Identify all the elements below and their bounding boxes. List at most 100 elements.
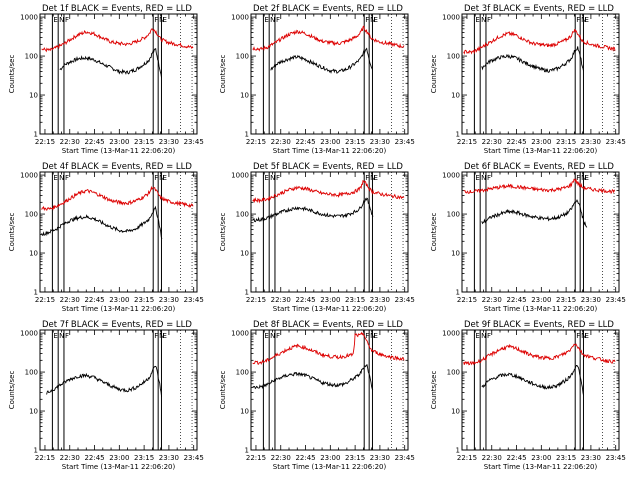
x-tick-label: 23:00 — [531, 138, 551, 146]
y-tick-label: 10 — [29, 250, 38, 258]
x-tick-label: 22:15 — [457, 296, 477, 304]
detector-panel: Det 6f BLACK = Events, RED = LLD 1 10 100 10… — [430, 162, 626, 313]
lld-series-line — [252, 25, 405, 52]
x-tick-label: 22:30 — [60, 296, 80, 304]
x-tick-label: 23:45 — [395, 138, 415, 146]
state-marker-label: F — [487, 332, 491, 340]
state-marker-label: E — [475, 174, 479, 182]
detector-panel: Det 7f BLACK = Events, RED = LLD 1 10 100 10… — [8, 320, 204, 471]
x-tick-label: 23:15 — [556, 296, 576, 304]
lld-series-line — [463, 343, 616, 366]
x-axis-label: Start Time (13-Mar-11 22:06:20) — [62, 147, 176, 155]
y-tick-label: 1000 — [20, 172, 38, 180]
state-marker-label: E — [162, 174, 166, 182]
y-tick-label: 100 — [447, 53, 460, 61]
events-series-line — [252, 364, 374, 390]
events-series-line — [481, 365, 585, 396]
x-tick-label: 22:30 — [482, 454, 502, 462]
y-axis-label: Counts/sec — [8, 213, 16, 252]
y-tick-label: 100 — [25, 369, 38, 377]
state-marker-label: F — [154, 174, 158, 182]
x-tick-label: 23:30 — [581, 138, 601, 146]
lld-series-line — [463, 28, 616, 55]
x-axis-label: Start Time (13-Mar-11 22:06:20) — [273, 305, 387, 313]
plot-frame — [250, 171, 409, 293]
x-tick-label: 23:00 — [531, 454, 551, 462]
state-marker-label: F — [576, 332, 580, 340]
state-marker-label: F — [276, 16, 280, 24]
x-tick-label: 23:15 — [345, 138, 365, 146]
state-marker-label: N — [59, 16, 64, 24]
detector-panel: Det 2f BLACK = Events, RED = LLD 1 10 100 10… — [219, 4, 415, 155]
y-tick-label: 1000 — [20, 14, 38, 22]
y-tick-label: 1 — [245, 289, 249, 297]
plot-frame — [39, 13, 198, 135]
x-tick-label: 23:15 — [134, 138, 154, 146]
x-tick-label: 22:15 — [35, 138, 55, 146]
state-marker-label: E — [264, 174, 268, 182]
x-tick-label: 23:45 — [606, 138, 626, 146]
x-tick-label: 23:00 — [109, 296, 129, 304]
x-tick-label: 23:15 — [556, 454, 576, 462]
y-tick-label: 1000 — [231, 172, 249, 180]
y-tick-label: 100 — [25, 211, 38, 219]
x-tick-label: 23:45 — [606, 454, 626, 462]
x-tick-label: 22:15 — [35, 454, 55, 462]
state-marker-label: E — [475, 16, 479, 24]
state-marker-label: E — [373, 16, 377, 24]
y-tick-label: 1 — [34, 289, 38, 297]
x-tick-label: 23:15 — [556, 138, 576, 146]
x-axis-label: Start Time (13-Mar-11 22:06:20) — [484, 463, 598, 471]
state-marker-label: N — [270, 174, 275, 182]
y-tick-label: 10 — [29, 92, 38, 100]
x-tick-label: 23:30 — [581, 296, 601, 304]
y-tick-label: 1000 — [442, 14, 460, 22]
state-marker-label: F — [487, 16, 491, 24]
x-tick-label: 23:45 — [184, 454, 204, 462]
y-axis-label: Counts/sec — [430, 371, 438, 410]
x-tick-label: 23:15 — [134, 296, 154, 304]
events-series-line — [252, 197, 374, 223]
y-tick-label: 1000 — [442, 330, 460, 338]
y-tick-label: 1 — [34, 131, 38, 139]
state-marker-label: N — [481, 16, 486, 24]
x-tick-label: 22:15 — [246, 296, 266, 304]
y-tick-label: 1 — [245, 131, 249, 139]
y-tick-label: 1000 — [442, 172, 460, 180]
y-axis-label: Counts/sec — [430, 55, 438, 94]
x-tick-label: 22:45 — [84, 296, 104, 304]
x-tick-label: 22:45 — [84, 454, 104, 462]
x-tick-label: 22:45 — [506, 454, 526, 462]
x-tick-label: 22:15 — [246, 454, 266, 462]
y-axis-label: Counts/sec — [219, 213, 227, 252]
x-tick-label: 22:45 — [295, 454, 315, 462]
detector-panel: Det 3f BLACK = Events, RED = LLD 1 10 100 10… — [430, 4, 626, 155]
y-tick-label: 100 — [25, 53, 38, 61]
x-tick-label: 23:00 — [320, 454, 340, 462]
detector-panel: Det 9f BLACK = Events, RED = LLD 1 10 100 10… — [430, 320, 626, 471]
state-marker-label: N — [270, 16, 275, 24]
x-axis-label: Start Time (13-Mar-11 22:06:20) — [273, 463, 387, 471]
state-marker-label: E — [53, 332, 57, 340]
state-marker-label: N — [481, 332, 486, 340]
detector-panel: Det 8f BLACK = Events, RED = LLD 1 10 100 10… — [219, 320, 415, 471]
y-tick-label: 1 — [245, 447, 249, 455]
lld-series-line — [41, 185, 194, 212]
y-tick-label: 100 — [447, 369, 460, 377]
x-tick-label: 23:45 — [184, 296, 204, 304]
x-tick-label: 23:45 — [395, 454, 415, 462]
x-tick-label: 23:30 — [581, 454, 601, 462]
events-series-line — [481, 46, 585, 73]
y-tick-label: 1000 — [20, 330, 38, 338]
state-marker-label: E — [373, 332, 377, 340]
x-tick-label: 23:00 — [320, 138, 340, 146]
state-marker-label: F — [487, 174, 491, 182]
x-tick-label: 23:30 — [159, 454, 179, 462]
x-tick-label: 22:30 — [482, 296, 502, 304]
panel-title: Det 9f BLACK = Events, RED = LLD — [464, 320, 614, 330]
x-tick-label: 22:30 — [271, 138, 291, 146]
panel-title: Det 5f BLACK = Events, RED = LLD — [253, 162, 403, 172]
plot-frame — [461, 329, 620, 451]
events-series-line — [481, 199, 588, 228]
